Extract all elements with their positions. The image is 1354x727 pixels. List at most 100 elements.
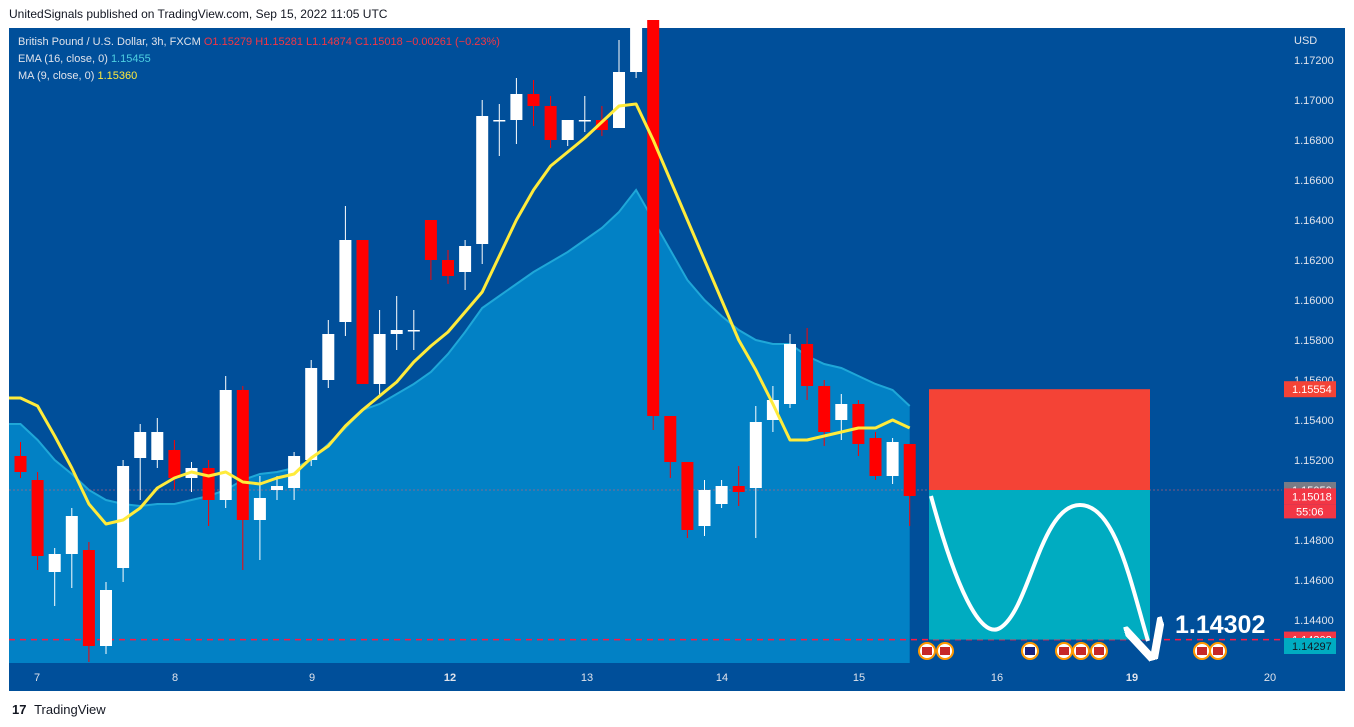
legend-change: −0.00261 (−0.23%) (405, 36, 500, 48)
candle-body (630, 22, 643, 72)
candle-body (271, 486, 283, 490)
candle-body (801, 344, 814, 386)
candle-body (442, 260, 454, 276)
time-axis-bg (9, 664, 1282, 691)
flag-icon-body (1197, 647, 1207, 655)
forecast-path-group (929, 495, 1148, 641)
tradingview-brand[interactable]: TradingView (34, 702, 106, 717)
legend-ema-label: EMA (16, close, 0) (18, 53, 108, 65)
candle-body (527, 94, 540, 106)
ema-area-fill (9, 190, 910, 663)
candle-body (561, 120, 574, 140)
time-tick-label: 15 (853, 672, 865, 684)
legend-low: L1.14874 (306, 36, 352, 48)
candle-body (852, 404, 865, 444)
event-flags[interactable] (918, 642, 1227, 660)
candle-body (373, 334, 386, 384)
price-tick-label: 1.16200 (1294, 255, 1334, 267)
candle-body (305, 368, 318, 460)
tradingview-logo-icon[interactable]: 17 (12, 702, 27, 717)
candle-body (322, 334, 335, 380)
legend-ma-label: MA (9, close, 0) (18, 70, 95, 82)
flag-icon-body (1059, 647, 1069, 655)
legend-open: O1.15279 (203, 36, 253, 48)
candle-body (390, 330, 403, 334)
candles-group (14, 14, 916, 662)
price-tick-label: 1.14400 (1294, 615, 1334, 627)
candle-body (117, 466, 130, 568)
candle-body (424, 220, 437, 260)
time-tick-label: 19 (1126, 672, 1138, 684)
publish-info: UnitedSignals published on TradingView.c… (9, 7, 388, 21)
candle-body (476, 116, 489, 244)
candle-body (647, 20, 660, 416)
time-tick-label: 7 (34, 672, 40, 684)
forecast-path (929, 495, 1148, 641)
candle-body (578, 120, 591, 122)
legend-close: C1.15018 (354, 36, 403, 48)
time-tick-label: 16 (991, 672, 1003, 684)
time-axis[interactable]: 7 8 9 12 13 14 15 16 19 20 (9, 664, 1282, 691)
ma-price-tag: 1.14297 (1292, 641, 1332, 653)
candle-body (65, 516, 78, 554)
time-tick-label: 8 (172, 672, 178, 684)
position-zones[interactable] (929, 389, 1150, 640)
candle-body (715, 486, 728, 504)
price-tick-label: 1.15400 (1294, 415, 1334, 427)
legend-ema-value: 1.15455 (110, 53, 151, 65)
publish-header: UnitedSignals published on TradingView.c… (0, 0, 1354, 28)
candle-body (698, 490, 711, 526)
candle-body (681, 462, 694, 530)
ma-line (9, 102, 911, 526)
price-tick-label: 1.16600 (1294, 175, 1334, 187)
candle-body (31, 480, 44, 556)
candle-body (202, 468, 215, 500)
candle-body (48, 554, 61, 572)
flag-icon-body (1213, 647, 1223, 655)
candle-body (903, 444, 916, 496)
candle-body (749, 422, 762, 488)
legend-ma-row: MA (9, close, 0) 1.15360 (18, 68, 500, 85)
candle-body (14, 456, 27, 472)
candle-body (869, 438, 882, 476)
ema-area-line (9, 188, 911, 508)
legend-symbol-row: British Pound / U.S. Dollar, 3h, FXCM O1… (18, 34, 500, 51)
price-tick-label: 1.15800 (1294, 335, 1334, 347)
candle-body (886, 442, 899, 476)
candle-body (151, 432, 164, 460)
candle-body (835, 404, 848, 420)
price-axis[interactable]: USD 1.17200 1.17000 1.16800 1.16600 1.16400 1.… (1282, 28, 1345, 691)
candle-body (493, 120, 506, 122)
price-tick-label: 1.14600 (1294, 575, 1334, 587)
candle-body (253, 498, 266, 520)
candle-body (613, 72, 625, 128)
flag-icon-body (1076, 647, 1086, 655)
stop-price-tag-bg (1284, 381, 1336, 398)
legend-symbol: British Pound / U.S. Dollar, 3h, FXCM (18, 36, 201, 48)
chart-legend: British Pound / U.S. Dollar, 3h, FXCM O1… (18, 34, 500, 85)
ma-line-group (9, 102, 911, 526)
price-tick-label: 1.17200 (1294, 55, 1334, 67)
ma-price-tag-bg (1284, 638, 1336, 654)
candle-body (459, 246, 472, 272)
legend-ema-row: EMA (16, close, 0) 1.15455 (18, 51, 500, 68)
price-tick-label: 1.17000 (1294, 95, 1334, 107)
price-tick-label: 1.16000 (1294, 295, 1334, 307)
current-price-tag-extra-bg (1284, 504, 1336, 519)
ema-area (9, 188, 911, 663)
candle-body (134, 432, 147, 458)
price-tick-label: 1.16800 (1294, 135, 1334, 147)
time-tick-label: 20 (1264, 672, 1276, 684)
candle-body (510, 94, 523, 120)
stop-price-tag: 1.15554 (1292, 384, 1332, 396)
footer: 17 TradingView (0, 697, 1354, 727)
current-price-tag-bg (1284, 488, 1336, 505)
candle-body (82, 550, 95, 646)
candle-body (100, 590, 112, 646)
target-annotation: 1.14302 (1175, 611, 1265, 639)
price-axis-bg (1282, 28, 1345, 691)
candle-body (168, 450, 181, 478)
current-price-tag-extra: 55:06 (1296, 506, 1324, 518)
take-profit-zone (929, 490, 1150, 640)
